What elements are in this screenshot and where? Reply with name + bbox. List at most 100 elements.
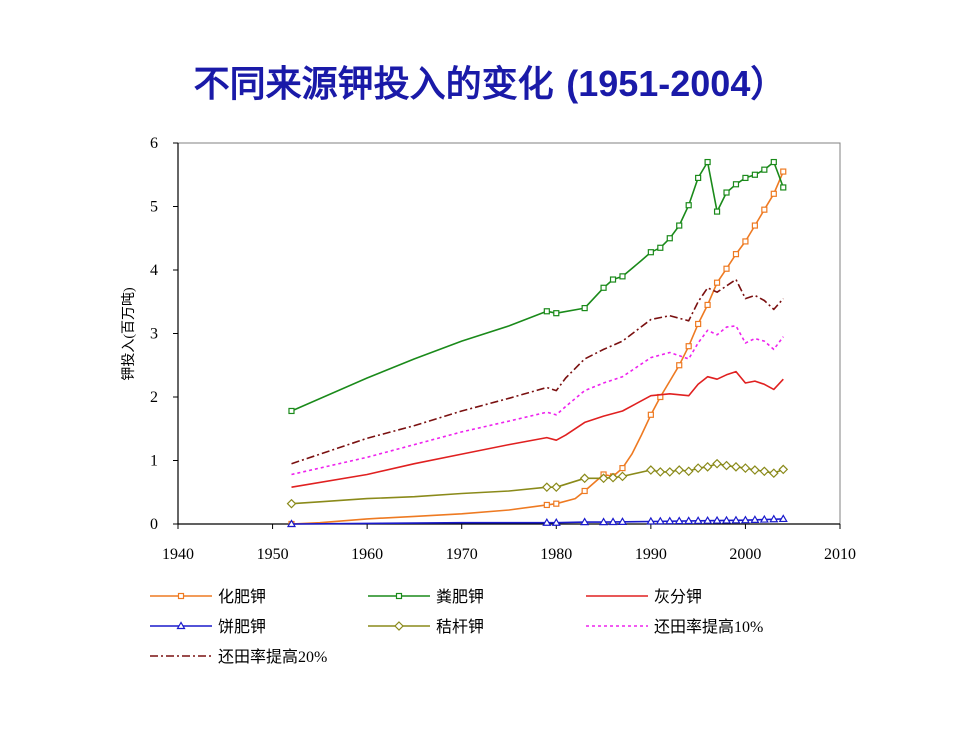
data-point [750,515,760,523]
legend-label: 化肥钾 [218,588,266,606]
y-tick-label: 3 [150,326,158,343]
data-point [704,158,711,166]
data-point [712,515,722,524]
data-point [581,487,588,495]
data-point [674,465,685,475]
x-tick-label: 2000 [729,546,761,563]
x-tick-label: 1980 [540,546,572,563]
data-point [553,310,560,317]
x-tick-label: 1960 [351,546,383,563]
data-point [553,500,560,507]
legend-marker [176,621,186,630]
chart-axes: 0 1 2 3 4 5 6 1940 1950 1960 1970 1980 1990 2000 2010 [150,135,856,563]
legend-marker [177,592,185,600]
series-2 [288,158,787,415]
data-point [731,515,741,524]
data-point [742,238,749,245]
y-tick-label: 1 [150,453,158,470]
data-point [666,235,673,242]
data-point [657,244,664,251]
data-point [693,463,703,473]
data-point [685,343,692,350]
data-point [723,189,730,196]
x-tick-label: 1990 [635,546,667,563]
data-point [647,411,654,418]
chart-series [286,158,789,528]
data-point [674,516,684,525]
data-point [721,460,732,471]
data-point [608,472,618,483]
data-point [703,516,713,524]
data-point [704,301,711,309]
data-point [664,467,675,477]
data-point [713,208,721,215]
legend-item: 还田率提高10% [586,618,763,636]
data-point [655,467,666,477]
y-tick-label: 2 [150,389,158,406]
data-point [542,518,552,526]
y-tick-label: 6 [150,135,158,152]
data-point [740,515,750,524]
series-3 [291,370,784,488]
series-1 [288,168,787,528]
data-point [580,517,590,526]
data-point [761,206,768,213]
data-point [780,168,787,175]
data-point [619,273,626,280]
y-axis-label: 钾投入(百万吨) [121,287,137,381]
data-point [731,462,741,472]
data-point [769,514,779,523]
data-point [541,482,552,493]
series-4 [286,514,788,528]
data-point [288,407,295,415]
data-point [543,501,550,509]
data-point [685,202,692,209]
data-point [617,471,628,482]
data-point [579,473,590,484]
y-tick-label: 0 [150,516,158,533]
data-point [286,519,297,528]
data-point [712,458,722,469]
data-point [740,463,751,473]
data-point [768,468,779,479]
data-point [778,514,788,523]
data-point [598,473,609,484]
data-point [759,466,770,477]
legend-label: 秸杆钾 [436,618,484,636]
legend-label: 灰分钾 [654,588,702,606]
data-point [619,465,626,472]
legend-label: 还田率提高20% [218,648,327,666]
data-point [683,466,694,477]
series-line [291,325,784,476]
data-point [750,465,760,475]
data-point [759,514,769,523]
legend-item: 饼肥钾 [150,618,266,636]
data-point [665,516,675,525]
data-point [751,222,758,229]
legend-item: 粪肥钾 [368,588,484,606]
title-text: 不同来源钾投入的变化 [193,64,554,105]
data-point [286,498,297,509]
title-years: (1951-2004） [566,63,787,104]
data-point [655,516,665,525]
y-tick-label: 4 [150,262,158,279]
slide-title: 不同来源钾投入的变化 (1951-2004） [0,55,980,107]
x-tick-label: 2010 [824,546,856,563]
series-7 [291,278,784,465]
data-point [551,482,562,493]
data-point [695,174,702,182]
legend-item: 还田率提高20% [150,648,327,666]
data-point [693,516,703,524]
data-point [721,515,732,524]
data-point [780,184,787,191]
data-point [732,181,740,188]
legend-item: 秸杆钾 [368,618,484,636]
data-point [695,320,702,328]
series-line [291,370,784,488]
x-tick-label: 1950 [257,546,289,563]
data-point [702,462,713,472]
data-point [599,517,609,526]
data-point [751,171,758,178]
